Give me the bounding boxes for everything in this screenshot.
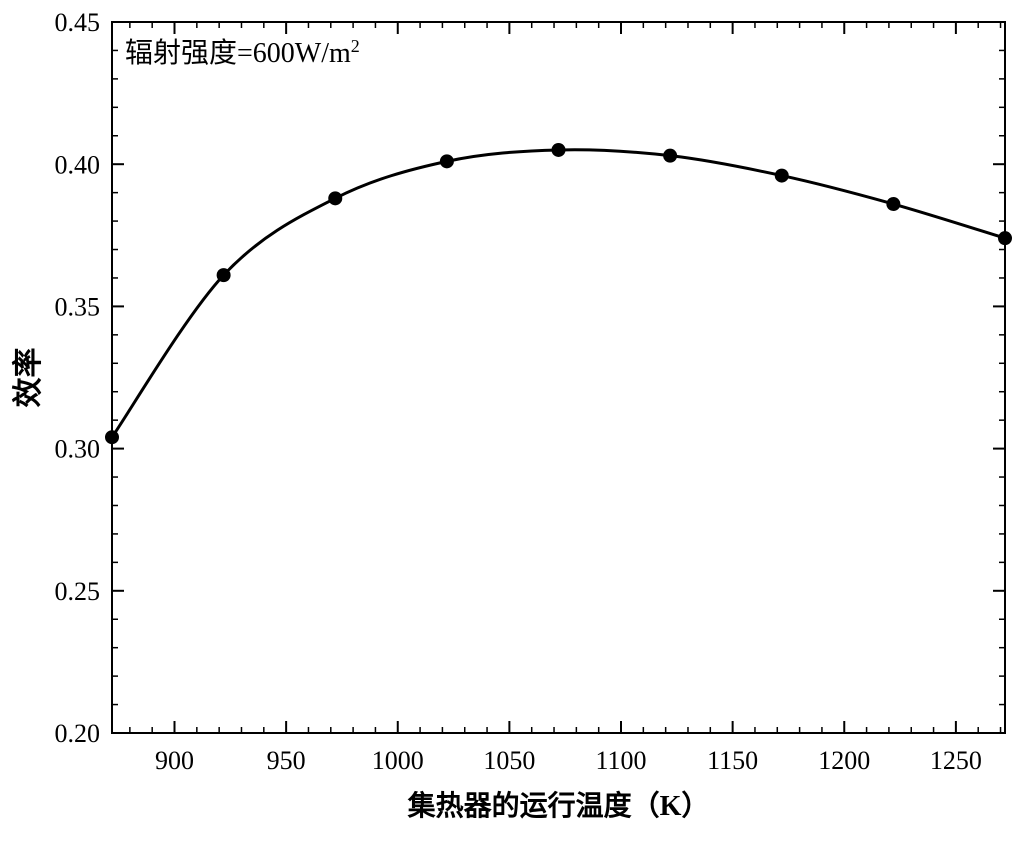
x-tick-label: 1250 (930, 746, 982, 775)
x-tick-label: 1150 (707, 746, 758, 775)
chart-container: 900 950 1000 1050 1100 1150 1200 1250 集热器的运行温度（K… (0, 0, 1021, 854)
x-tick-label: 1000 (372, 746, 424, 775)
series-marker-efficiency (217, 268, 231, 282)
series-marker-efficiency (663, 149, 677, 163)
series-marker-efficiency (552, 143, 566, 157)
series-marker-efficiency (998, 231, 1012, 245)
x-tick-label: 1200 (818, 746, 870, 775)
y-tick-label: 0.30 (55, 435, 101, 464)
series-marker-efficiency (328, 191, 342, 205)
chart-background (0, 0, 1021, 854)
y-tick-label: 0.25 (55, 577, 101, 606)
series-marker-efficiency (105, 430, 119, 444)
y-tick-label: 0.20 (55, 719, 101, 748)
series-marker-efficiency (775, 169, 789, 183)
x-axis-title: 集热器的运行温度（K） (407, 789, 710, 822)
x-tick-label: 1100 (595, 746, 646, 775)
x-tick-label: 1050 (483, 746, 535, 775)
series-marker-efficiency (886, 197, 900, 211)
annotation-text: 辐射强度=600W/m2 (125, 36, 360, 69)
y-tick-label: 0.40 (55, 150, 101, 179)
y-tick-label: 0.35 (55, 293, 101, 322)
y-axis-title: 效率 (12, 348, 45, 408)
series-marker-efficiency (440, 154, 454, 168)
x-tick-label: 950 (267, 746, 306, 775)
line-chart: 900 950 1000 1050 1100 1150 1200 1250 集热器的运行温度（K… (0, 0, 1021, 854)
x-tick-label: 900 (155, 746, 194, 775)
y-tick-label: 0.45 (55, 8, 101, 37)
